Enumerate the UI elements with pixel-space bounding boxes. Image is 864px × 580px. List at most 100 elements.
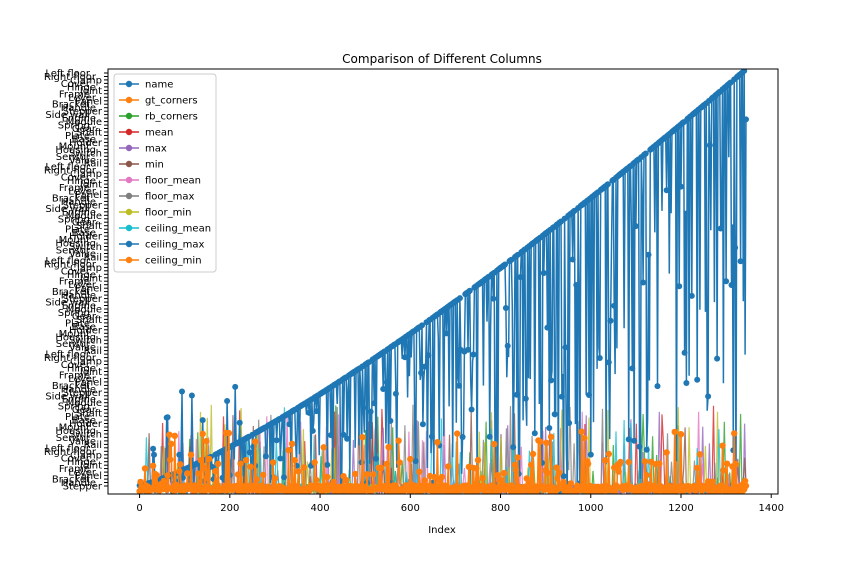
name-point [663, 187, 670, 194]
y-tick-label: Clamp [70, 263, 102, 274]
name-point [392, 390, 399, 397]
y-tick-label: Lever [68, 187, 97, 198]
name-point [531, 430, 538, 437]
name-point [208, 463, 215, 470]
gt_corners-point [187, 451, 195, 458]
gt_corners-point [434, 439, 441, 446]
name-point [360, 404, 367, 411]
name-point [324, 461, 331, 468]
y-tick-label: Engine [62, 207, 96, 218]
gt_corners-point [583, 488, 590, 494]
y-tick-label: Plate [65, 225, 90, 236]
y-tick-label: Engine [62, 114, 96, 125]
name-point [412, 458, 419, 465]
name-point [456, 382, 462, 389]
gt_corners-point [395, 437, 402, 444]
gt_corners-point [385, 444, 392, 451]
name-point [605, 359, 612, 366]
legend-marker-rb_corners [125, 112, 133, 120]
gt_corners-point [498, 477, 505, 484]
name-point [486, 433, 493, 440]
y-tick-label: Bracket [52, 100, 90, 111]
name-point [309, 427, 316, 434]
gt_corners-point [625, 458, 632, 466]
gt_corners-point [547, 433, 555, 440]
y-tick-label: Bracket [52, 381, 90, 392]
name-point [728, 282, 735, 288]
y-tick-label: Bracket [52, 287, 90, 298]
name-point [164, 414, 171, 421]
gt_corners-point [378, 464, 385, 471]
y-tick-label: Panel [75, 377, 102, 388]
gt_corners-point [556, 469, 563, 476]
name-point [306, 409, 313, 416]
y-tick-label: Base [72, 134, 96, 145]
y-tick-label: Side wall [45, 391, 90, 402]
legend-marker-ceiling_max [125, 240, 133, 248]
name-point [654, 383, 661, 390]
y-tick-label: Shaft [76, 221, 102, 232]
gt_corners-point [330, 478, 337, 486]
y-tick-label: Stepper [63, 388, 103, 399]
y-tick-label: Handle [61, 291, 96, 302]
gt_corners-point [529, 450, 537, 458]
y-tick-label: Base [72, 228, 96, 239]
gt_corners-point [291, 457, 298, 464]
name-point [604, 181, 611, 188]
name-point [632, 223, 639, 230]
gt_corners-point [396, 459, 403, 466]
y-tick-label: Switch [69, 148, 102, 159]
name-point [544, 324, 551, 331]
gt_corners-point [383, 460, 390, 468]
legend-marker-min [125, 160, 133, 168]
y-tick-label: Plate [65, 412, 90, 423]
y-tick-label: Bracket [52, 475, 90, 486]
name-point [558, 393, 565, 400]
y-tick-label: Clamp [70, 450, 102, 461]
gt_corners-point [512, 466, 520, 474]
name-point [560, 473, 567, 480]
y-tick-label: Plate [65, 318, 90, 329]
name-point [562, 344, 569, 351]
y-tick-label: Shaft [76, 128, 102, 139]
y-tick-label: Engine [62, 301, 96, 312]
name-point [380, 386, 387, 392]
x-tick-label: 800 [491, 503, 510, 514]
name-point [548, 377, 555, 384]
gt_corners-point [732, 461, 740, 468]
name-point [705, 393, 712, 400]
gt_corners-point [363, 471, 371, 478]
name-point [625, 436, 632, 443]
gt_corners-point [200, 464, 207, 472]
gt_corners-point [203, 437, 210, 445]
legend-label-rb_corners: rb_corners [145, 112, 198, 123]
gt_corners-point [578, 428, 585, 435]
gt_corners-point [359, 434, 366, 441]
name-point [421, 363, 428, 370]
legend-marker-floor_mean [125, 176, 133, 184]
y-tick-label: Rail [84, 252, 102, 263]
name-point [224, 398, 231, 404]
name-point [470, 351, 477, 358]
gt_corners-point [720, 467, 727, 474]
name-point [636, 443, 643, 450]
name-point [546, 425, 553, 431]
y-tick-label: Spring [58, 402, 90, 413]
name-point [277, 455, 284, 462]
gt_corners-point [407, 455, 414, 463]
name-point [502, 305, 509, 311]
y-tick-label: Right floor [44, 166, 97, 177]
name-point [706, 142, 713, 149]
gt_corners-point [260, 471, 267, 479]
gt_corners-point [253, 476, 261, 483]
x-axis-ticks: 0 200 400 600 800 1000 1200 1400 [136, 494, 784, 514]
gt_corners-point [343, 476, 350, 484]
gt_corners-point [271, 475, 279, 482]
name-point [504, 342, 511, 349]
name-point [262, 453, 269, 460]
gt_corners-point [663, 449, 670, 456]
y-tick-label: Hinge [67, 82, 96, 93]
y-tick-label: Left floor [45, 256, 91, 267]
y-tick-label: Base [72, 322, 96, 333]
name-point [587, 451, 594, 458]
